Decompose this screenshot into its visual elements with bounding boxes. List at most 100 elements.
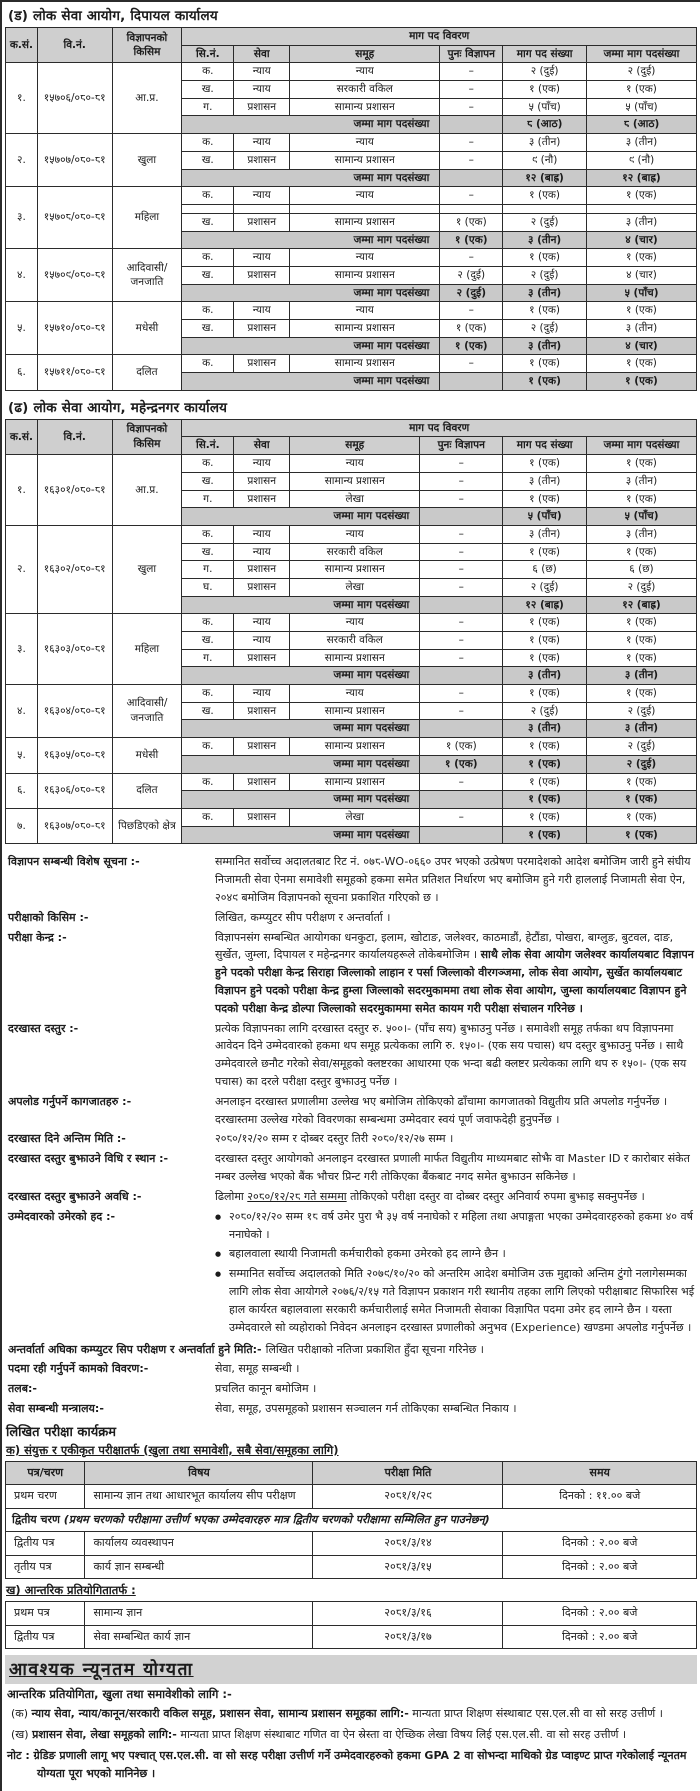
info-row: दरखास्त दस्तुर :- प्रत्येक विज्ञापनका लाग… (7, 1020, 695, 1091)
cell: महिला (111, 613, 183, 686)
vacancy-subheader-row: सि.नं. सेवा समूह पुनः विज्ञापन माग पद संख्या… (6, 44, 698, 64)
qualification-note: नोट : ग्रेडिङ प्रणाली लागू भए पश्चात् एस… (7, 1748, 687, 1780)
cell: सामान्य प्रशासन (289, 772, 421, 792)
cell: १ (एक) (439, 212, 504, 232)
total-cell (439, 115, 504, 135)
cell: ग. (181, 648, 235, 668)
cell: १ (एक) (585, 248, 698, 267)
total-cell: १२ (बाह्र) (585, 595, 698, 615)
cell: – (439, 97, 504, 117)
item-heading: प्रशासन सेवा, लेखा समूहको लागि:- (32, 1728, 177, 1742)
info-label: दरखास्त दस्तुर बुझाउने अवधि :- (8, 1189, 142, 1203)
vacancy-section: (ढ) लोक सेवा आयोग, महेन्द्रनगर कार्यालय क… (5, 396, 698, 845)
exam-cell: सामान्य ज्ञान तथा आधारभूत कार्यालय सीप प… (84, 1484, 314, 1509)
cell: प्रशासन (233, 265, 291, 285)
exam-cell: सामान्य ज्ञान (84, 1601, 314, 1626)
column-header: जम्मा माग पदसंख्या (585, 436, 698, 456)
cell: १ (एक) (585, 772, 698, 792)
cell: १५७०८/०८०-८१ (36, 186, 113, 250)
cell: ३ (तीन) (585, 471, 698, 491)
cell: प्रशासन (233, 319, 291, 338)
exam-table-a-container: पत्र/चरण विषय परीक्षा मिति समय प्रथम चरण सामा… (4, 1460, 697, 1580)
total-cell: १ (एक) (585, 790, 698, 809)
table-row: ६. १५७११/०८०-८१ दलित क. प्रशासन सामान्य प्रशा… (5, 354, 698, 391)
qualification-item: (क) न्याय सेवा, न्याय/कानून/सरकारी वकिल … (11, 1705, 697, 1723)
total-label: जम्मा माग पदसंख्या (181, 336, 441, 356)
total-cell: ३ (तीन) (502, 666, 587, 686)
cell: १५७०९/०८०-८१ (36, 248, 113, 303)
qualification-items: (क) न्याय सेवा, न्याय/कानून/सरकारी वकिल … (5, 1705, 697, 1744)
cell (502, 203, 587, 214)
total-row: जम्मा माग पदसंख्या ८ (आठ) ८ (आठ) (6, 115, 698, 135)
total-cell: १ (एक) (502, 754, 587, 774)
info-row: अपलोड गर्नुपर्ने कागजातहरु :- अनलाइन दरखा… (7, 1093, 695, 1129)
total-cell (419, 595, 504, 615)
info-value: २०८०/१२/२० सम्म र दोब्बर दस्तुर तिरी २०८… (215, 1130, 695, 1148)
cell: १ (एक) (502, 489, 587, 509)
cell: १५७१०/०८०-८१ (36, 301, 113, 356)
cell: २ (दुई) (502, 701, 587, 721)
cell: ५ (पाँच) (585, 97, 698, 117)
total-cell: ४ (चार) (585, 230, 698, 250)
cell: १ (एक) (502, 684, 587, 703)
column-header: विज्ञापनको किसिम (111, 418, 183, 456)
cell (439, 203, 504, 214)
info-label: विज्ञापन सम्बन्धी विशेष सूचना :- (8, 855, 140, 869)
cell: १ (एक) (502, 648, 587, 668)
cell: न्याय (289, 684, 421, 703)
cell: न्याय (233, 186, 291, 205)
column-header: क.सं. (5, 418, 38, 456)
cell: २ (दुई) (502, 319, 587, 338)
exam-row: द्वितीय पत्र सेवा सम्बन्धित कार्य ज्ञान २०… (4, 1624, 697, 1650)
cell: क. (181, 807, 235, 827)
info-row: दरखास्त दस्तुर बुझाउने विधि र स्थान :- दर… (7, 1150, 695, 1186)
cell: १६३०६/०८०-८१ (36, 772, 113, 809)
cell (289, 203, 441, 214)
total-label: जम्मा माग पदसंख्या (181, 168, 441, 188)
cell: न्याय (233, 454, 291, 473)
cell: १ (एक) (502, 542, 587, 562)
cell: १. (5, 62, 38, 135)
info-value: सेवा, समूह सम्बन्धी । (215, 1360, 695, 1378)
table-row (6, 203, 698, 214)
cell: आदिवासी/जनजाति (111, 248, 183, 303)
cell: न्याय (233, 248, 291, 267)
total-cell: ३ (तीन) (502, 283, 587, 303)
cell: क. (181, 354, 235, 374)
exam-cell: २०८१/३/१४ (312, 1531, 504, 1556)
info-row: परीक्षा केन्द्र :- विज्ञापनसंग सम्बन्धित … (7, 929, 695, 1018)
cell: – (419, 471, 504, 491)
info-row: तलब:- प्रचलित कानून बमोजिम । (7, 1380, 695, 1398)
total-cell: २ (दुई) (439, 283, 504, 303)
table-row: ख. प्रशासन सामान्य प्रशासन १ (एक) २ (दुई) ३ (… (6, 319, 698, 338)
text-segment: २०८०/१२/२० सम्म १८ वर्ष उमेर पुरा भै ३५ … (229, 1209, 693, 1241)
cell: – (419, 454, 504, 473)
cell: क. (181, 133, 235, 152)
exam-table-b-container: प्रथम पत्र सामान्य ज्ञान २०८१/३/१६ दिनको : … (4, 1601, 697, 1650)
cell: २ (दुई) (502, 577, 587, 597)
table-row: २. १६३०२/०८०-८१ खुला क. न्याय न्याय –३ (तीन) ३ … (5, 524, 698, 615)
info-value: ढिलोमा २०८०/१२/२८ गते सम्ममा तोकिएको परी… (215, 1188, 695, 1206)
cell: प्रशासन (233, 560, 291, 579)
cell: न्याय (289, 524, 421, 544)
cell: ख. (181, 471, 235, 491)
cell: १ (एक) (585, 489, 698, 509)
cell: ३ (तीन) (502, 524, 587, 544)
info-value: प्रचलित कानून बमोजिम । (215, 1380, 695, 1398)
bullet-text: बहालवाला स्थायी निजामती कर्मचारीको हकमा … (229, 1245, 695, 1263)
cell: १ (एक) (585, 631, 698, 650)
cell: दलित (111, 354, 183, 391)
text-segment: लिखित परीक्षाको नतिजा प्रकाशित हुँदा सूच… (265, 1342, 484, 1356)
vacancy-subheader-row: सि.नं. सेवा समूह पुनः विज्ञापन माग पद संख्या… (6, 436, 698, 456)
cell: सरकारी वकिल (289, 80, 441, 99)
text-segment: प्रचलित कानून बमोजिम । (215, 1382, 317, 1396)
info-label: दरखास्त दिने अन्तिम मिति :- (8, 1132, 126, 1146)
cell: प्रशासन (233, 354, 291, 374)
cell: सरकारी वकिल (289, 631, 421, 650)
cell: १ (एक) (585, 186, 698, 205)
cell: ग. (181, 97, 235, 117)
column-header: विषय (84, 1460, 314, 1486)
cell: २ (दुई) (502, 62, 587, 82)
cell: न्याय (233, 684, 291, 703)
cell: प्रशासन (233, 701, 291, 721)
